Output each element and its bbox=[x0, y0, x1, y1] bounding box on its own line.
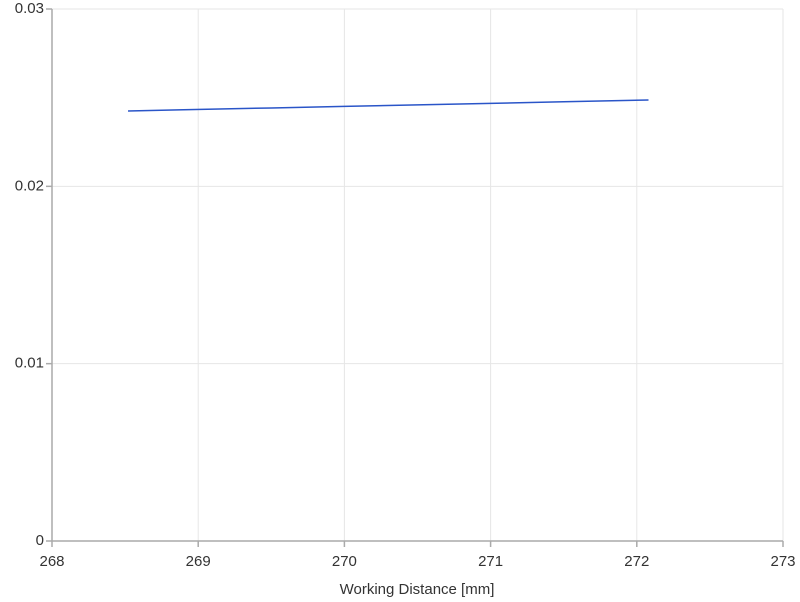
y-tick-label: 0 bbox=[36, 532, 44, 549]
data-line bbox=[128, 99, 649, 112]
x-tick-label: 269 bbox=[186, 553, 211, 570]
y-tick-label: 0.02 bbox=[15, 177, 44, 194]
x-tick-label: 273 bbox=[770, 553, 795, 570]
x-tick-label: 272 bbox=[624, 553, 649, 570]
x-tick-label: 268 bbox=[39, 553, 64, 570]
y-tick-label: 0.01 bbox=[15, 355, 44, 372]
x-tick-label: 270 bbox=[332, 553, 357, 570]
x-tick-label: 271 bbox=[478, 553, 503, 570]
x-axis-label: Working Distance [mm] bbox=[340, 581, 495, 598]
y-tick-label: 0.03 bbox=[15, 0, 44, 17]
